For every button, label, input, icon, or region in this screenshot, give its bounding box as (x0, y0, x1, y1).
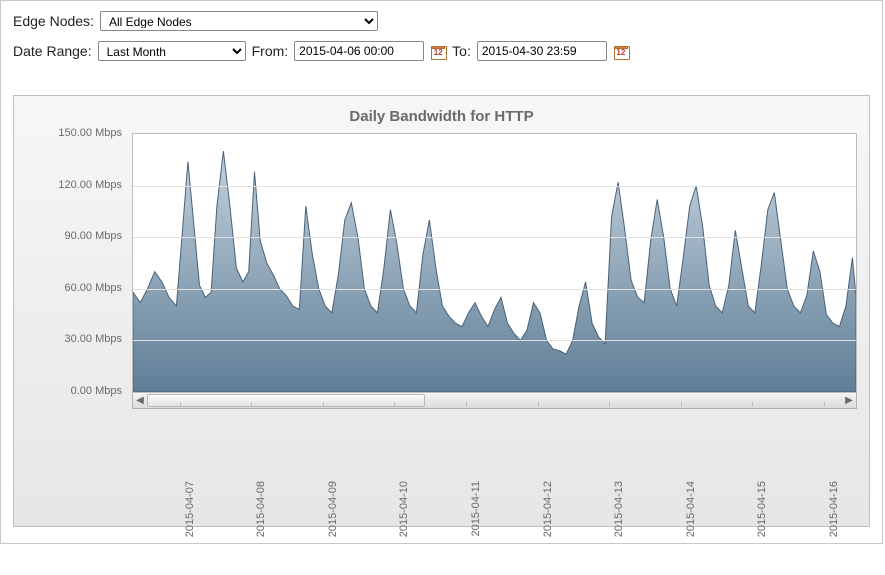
to-input[interactable] (477, 41, 607, 61)
chart-title: Daily Bandwidth for HTTP (26, 108, 857, 125)
page-root: Edge Nodes: All Edge Nodes Date Range: L… (0, 0, 883, 544)
bandwidth-area-series (133, 134, 856, 393)
x-tick-label: 2015-04-12 (542, 481, 554, 537)
date-range-label: Date Range: (13, 43, 92, 59)
from-input[interactable] (294, 41, 424, 61)
y-tick-label: 150.00 Mbps (58, 127, 122, 139)
x-tick-label: 2015-04-11 (470, 481, 482, 536)
x-tick-label: 2015-04-08 (255, 481, 267, 537)
x-tick-label: 2015-04-09 (327, 481, 339, 537)
filter-row-nodes: Edge Nodes: All Edge Nodes (13, 11, 870, 31)
to-label: To: (452, 43, 471, 59)
x-tick-label: 2015-04-13 (613, 481, 625, 537)
chart-panel: Daily Bandwidth for HTTP 0.00 Mbps 30.00 … (13, 95, 870, 527)
plot-area (132, 133, 857, 393)
x-tick-label: 2015-04-14 (685, 481, 697, 537)
x-tick-label: 2015-04-10 (398, 481, 410, 537)
plot-wrapper: 0.00 Mbps 30.00 Mbps 60.00 Mbps 90.00 Mbps 1… (26, 133, 857, 403)
y-tick-label: 30.00 Mbps (65, 333, 122, 345)
edge-nodes-select[interactable]: All Edge Nodes (100, 11, 378, 31)
y-axis: 0.00 Mbps30.00 Mbps60.00 Mbps90.00 Mbps1… (26, 133, 126, 393)
x-tick-label: 2015-04-16 (828, 481, 840, 537)
y-tick-label: 60.00 Mbps (65, 282, 122, 294)
x-axis: 2015-04-072015-04-082015-04-092015-04-10… (132, 403, 857, 509)
y-tick-label: 120.00 Mbps (58, 179, 122, 191)
calendar-icon[interactable]: 12 (430, 43, 446, 59)
y-tick-label: 0.00 Mbps (71, 385, 122, 397)
filter-row-dates: Date Range: Last Month From: 12 To: 12 (13, 41, 870, 61)
x-tick-label: 2015-04-07 (184, 481, 196, 537)
from-label: From: (252, 43, 289, 59)
x-tick-label: 2015-04-15 (756, 481, 768, 537)
y-tick-label: 90.00 Mbps (65, 230, 122, 242)
edge-nodes-label: Edge Nodes: (13, 13, 94, 29)
date-range-select[interactable]: Last Month (98, 41, 246, 61)
calendar-icon[interactable]: 12 (613, 43, 629, 59)
